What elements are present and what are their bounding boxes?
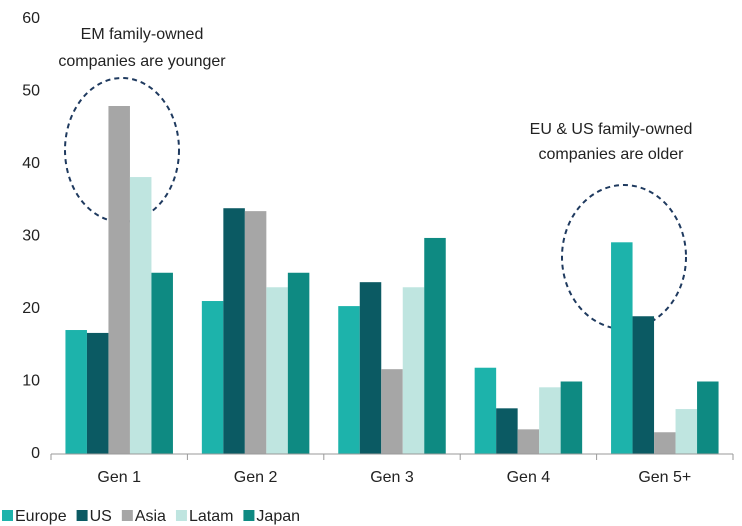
legend-swatch: [2, 510, 13, 521]
bar: [381, 369, 403, 454]
bar: [632, 316, 655, 454]
bar: [611, 242, 633, 454]
x-tick-label: Gen 2: [234, 469, 278, 486]
legend-label: US: [90, 508, 112, 525]
bar: [697, 381, 719, 454]
y-tick-label: 40: [22, 155, 40, 172]
legend-label: Asia: [135, 508, 166, 525]
bar: [201, 301, 224, 454]
bar: [474, 367, 497, 454]
bar: [244, 211, 267, 454]
legend-label: Japan: [256, 508, 300, 525]
bar: [539, 387, 561, 454]
bar: [65, 330, 87, 454]
legend-label: Europe: [15, 508, 67, 525]
bar: [654, 432, 676, 454]
legend-swatch: [121, 510, 133, 521]
bar: [496, 408, 518, 454]
y-tick-label: 0: [31, 445, 40, 462]
x-tick-label: Gen 1: [97, 469, 141, 486]
y-tick-label: 30: [22, 228, 40, 245]
x-tick-label: Gen 4: [507, 469, 551, 486]
y-tick-label: 60: [22, 10, 40, 27]
legend-swatch: [76, 510, 88, 521]
annotation: EM family-owned: [81, 26, 204, 43]
bar: [675, 409, 698, 454]
x-tick-label: Gen 5+: [638, 469, 691, 486]
highlight-ellipse: [561, 184, 687, 330]
bar: [86, 332, 109, 454]
bar: [223, 208, 245, 454]
bar: [266, 287, 288, 454]
legend-swatch: [243, 510, 255, 521]
bar: [402, 287, 425, 454]
bar: [424, 237, 446, 454]
bar: [287, 272, 310, 454]
legend-swatch: [175, 510, 187, 521]
y-tick-label: 10: [22, 373, 40, 390]
bar: [517, 429, 540, 454]
y-tick-label: 20: [22, 300, 40, 317]
bar: [338, 306, 360, 454]
bar: [359, 282, 382, 454]
bar: [129, 177, 152, 455]
annotation: companies are younger: [58, 53, 226, 70]
legend-label: Latam: [189, 508, 233, 525]
annotation: companies are older: [539, 146, 685, 163]
bar: [108, 106, 130, 454]
bar: [151, 272, 173, 454]
bar: [560, 381, 583, 454]
x-tick-label: Gen 3: [370, 469, 414, 486]
y-tick-label: 50: [22, 83, 40, 100]
annotation: EU & US family-owned: [530, 121, 693, 138]
